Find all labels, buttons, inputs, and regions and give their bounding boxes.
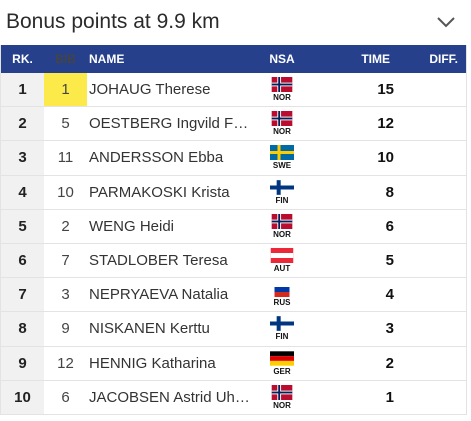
swe-flag-icon	[270, 145, 294, 161]
time-cell: 10	[377, 149, 394, 167]
athlete-name[interactable]: JACOBSEN Astrid Uh…	[89, 388, 250, 406]
table-row[interactable]: 6 7 STADLOBER Teresa AUT 5	[1, 243, 466, 279]
bib-cell: 9	[61, 320, 70, 338]
athlete-name[interactable]: NEPRYAEVA Natalia	[89, 286, 229, 304]
athlete-name[interactable]: OESTBERG Ingvild F…	[89, 115, 249, 133]
rank-cell: 8	[1, 312, 44, 346]
athlete-name[interactable]: WENG Heidi	[89, 217, 175, 235]
bib-cell: 7	[61, 252, 70, 270]
bib-cell: 3	[61, 286, 70, 304]
bib-cell: 5	[61, 115, 70, 133]
table-row[interactable]: 9 12 HENNIG Katharina GER 2	[1, 346, 466, 381]
rank-cell: 4	[1, 175, 44, 209]
column-rank[interactable]: RK.	[12, 52, 33, 66]
athlete-name[interactable]: NISKANEN Kerttu	[89, 320, 210, 338]
fin-flag-icon	[270, 179, 294, 195]
ger-flag-icon	[270, 350, 294, 366]
athlete-name[interactable]: ANDERSSON Ebba	[89, 149, 224, 167]
column-time[interactable]: TIME	[361, 52, 390, 66]
nsa-cell: AUT	[262, 248, 302, 273]
bib-cell: 2	[61, 217, 70, 235]
athlete-name[interactable]: HENNIG Katharina	[89, 354, 216, 372]
column-name[interactable]: NAME	[89, 52, 125, 66]
nor-flag-icon	[270, 384, 294, 400]
table-row[interactable]: 1 1 JOHAUG Therese NOR 15	[1, 73, 466, 108]
nsa-code: GER	[273, 366, 291, 376]
bib-cell: 12	[57, 354, 74, 372]
time-cell: 4	[385, 286, 394, 304]
aut-flag-icon	[270, 248, 294, 264]
time-cell: 6	[385, 217, 394, 235]
nor-flag-icon	[270, 213, 294, 229]
nsa-cell: NOR	[262, 384, 302, 410]
bib-cell: 6	[61, 388, 70, 406]
results-header[interactable]: Bonus points at 9.9 km	[0, 0, 471, 44]
nsa-code: FIN	[275, 195, 289, 205]
time-cell: 3	[385, 320, 394, 338]
rank-cell: 6	[1, 243, 44, 278]
bib-cell: 1	[44, 73, 87, 107]
table-row[interactable]: 5 2 WENG Heidi NOR 6	[1, 209, 466, 244]
table-row[interactable]: 10 6 JACOBSEN Astrid Uh… NOR 1	[1, 380, 466, 415]
results-table: RK. BIB NAME NSA TIME DIFF. 1 1 JOHAUG The…	[0, 45, 467, 415]
bib-cell: 10	[57, 183, 74, 201]
table-row[interactable]: 8 9 NISKANEN Kerttu FIN 3	[1, 312, 466, 347]
rank-cell: 10	[1, 380, 44, 414]
rank-cell: 2	[1, 107, 44, 141]
nor-flag-icon	[270, 77, 294, 93]
nsa-code: NOR	[273, 127, 291, 137]
table-row[interactable]: 4 10 PARMAKOSKI Krista FIN 8	[1, 175, 466, 210]
time-cell: 1	[385, 388, 394, 406]
column-bib[interactable]: BIB	[55, 52, 76, 66]
nsa-cell: NOR	[262, 213, 302, 239]
athlete-name[interactable]: STADLOBER Teresa	[89, 252, 228, 270]
athlete-name[interactable]: PARMAKOSKI Krista	[89, 183, 230, 201]
time-cell: 15	[377, 81, 394, 99]
time-cell: 2	[385, 354, 394, 372]
nsa-code: NOR	[273, 93, 291, 103]
table-row[interactable]: 2 5 OESTBERG Ingvild F… NOR 12	[1, 107, 466, 142]
nsa-cell: NOR	[262, 111, 302, 136]
rank-cell: 5	[1, 209, 44, 243]
table-row[interactable]: 3 11 ANDERSSON Ebba SWE 10	[1, 141, 466, 176]
nsa-cell: FIN	[262, 179, 302, 205]
nsa-code: AUT	[273, 264, 291, 274]
nsa-cell: NOR	[262, 77, 302, 102]
time-cell: 12	[377, 115, 394, 133]
nsa-cell: FIN	[262, 316, 302, 341]
nsa-cell: GER	[262, 350, 302, 376]
nsa-cell: SWE	[262, 145, 302, 170]
rank-cell: 7	[1, 278, 44, 312]
column-nsa[interactable]: NSA	[269, 52, 295, 66]
rank-cell: 3	[1, 141, 44, 175]
rank-cell: 1	[1, 73, 44, 107]
table-header: RK. BIB NAME NSA TIME DIFF.	[1, 45, 466, 73]
nsa-code: RUS	[273, 298, 291, 308]
fin-flag-icon	[270, 316, 294, 332]
nsa-code: SWE	[272, 161, 292, 171]
page-title: Bonus points at 9.9 km	[6, 10, 220, 33]
table-row[interactable]: 7 3 NEPRYAEVA Natalia RUS 4	[1, 278, 466, 313]
nsa-cell: RUS	[262, 282, 302, 307]
time-cell: 8	[385, 183, 394, 201]
time-cell: 5	[385, 252, 394, 270]
nor-flag-icon	[270, 111, 294, 127]
rus-flag-icon	[270, 282, 294, 298]
nsa-code: FIN	[275, 332, 289, 342]
nsa-code: NOR	[273, 229, 291, 239]
nsa-code: NOR	[273, 400, 291, 410]
rank-cell: 9	[1, 346, 44, 380]
athlete-name[interactable]: JOHAUG Therese	[89, 81, 211, 99]
column-diff[interactable]: DIFF.	[429, 52, 458, 66]
bib-cell: 11	[57, 149, 74, 167]
chevron-down-icon[interactable]	[435, 11, 457, 33]
